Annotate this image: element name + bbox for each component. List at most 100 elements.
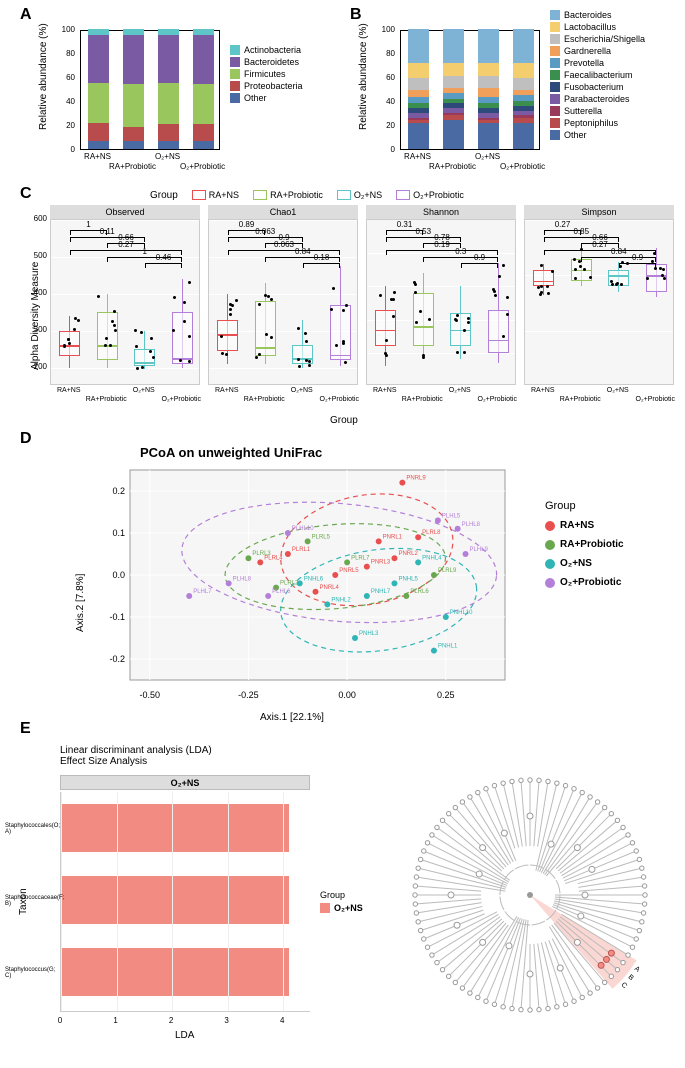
bar-segment [408, 90, 429, 97]
bar-segment [123, 35, 144, 84]
svg-text:PLHL8: PLHL8 [462, 522, 481, 528]
svg-text:PLRL6: PLRL6 [410, 589, 429, 595]
facet: Shannon0.310.530.780.190.30.9 [366, 205, 516, 385]
bar-segment [443, 103, 464, 108]
bar-segment [408, 123, 429, 149]
legend-item: RA+Probiotic [253, 190, 323, 200]
legend-item: Prevotella [550, 58, 645, 68]
svg-text:PNHL4: PNHL4 [422, 555, 442, 561]
svg-text:A: A [633, 965, 641, 974]
bar-segment [478, 113, 499, 118]
legend-item: Bacteroidetes [230, 57, 303, 67]
label-b: B [350, 6, 362, 24]
bar-segment [158, 83, 179, 124]
bar-segment [88, 123, 109, 141]
bar-segment [478, 118, 499, 120]
bar-segment [478, 97, 499, 103]
panel-a-chart [80, 30, 220, 150]
bar-segment [443, 29, 464, 63]
facet: Simpson0.270.850.660.270.840.9 [524, 205, 674, 385]
svg-text:-0.1: -0.1 [109, 612, 125, 622]
x-tick: O₂+Probiotic [173, 162, 233, 171]
x-tick: O₂+NS [458, 152, 518, 161]
bar-segment [513, 63, 534, 79]
label-e: E [20, 720, 31, 738]
y-tick: 40 [55, 97, 75, 106]
facet: Chao10.890.0630.90.0630.840.18 [208, 205, 358, 385]
x-tick: RA+NS [388, 152, 448, 161]
bar-segment [408, 29, 429, 63]
svg-text:PNHL6: PNHL6 [304, 576, 324, 582]
bar-segment [443, 108, 464, 113]
svg-text:PNRL3: PNRL3 [371, 560, 391, 566]
panel-c-ylabel: Alpha Diversity Measure [30, 262, 41, 370]
lda-bar [61, 876, 289, 924]
bar-segment [88, 29, 109, 35]
svg-text:PLRL7: PLRL7 [351, 555, 370, 561]
svg-text:B: B [627, 974, 635, 983]
svg-text:PLHL7: PLHL7 [193, 589, 212, 595]
bar-segment [513, 118, 534, 123]
panel-a-legend: ActinobacteriaBacteroidetesFirmicutesPro… [230, 45, 303, 105]
panel-e-xlabel: LDA [175, 1030, 194, 1041]
pcoa-title: PCoA on unweighted UniFrac [140, 445, 322, 460]
y-tick: 0 [55, 145, 75, 154]
y-tick: 60 [55, 73, 75, 82]
legend-item: Proteobacteria [230, 81, 303, 91]
legend-item: O₂+Probiotic [396, 190, 464, 200]
svg-text:0.1: 0.1 [112, 528, 125, 538]
bar-segment [513, 115, 534, 117]
svg-text:PNHL3: PNHL3 [359, 631, 379, 637]
panel-b-ylabel: Relative abundance (%) [358, 23, 369, 130]
x-tick: RA+Probiotic [423, 162, 483, 171]
y-tick: 100 [375, 25, 395, 34]
bar-segment [443, 99, 464, 104]
bar-segment [513, 78, 534, 90]
bar-segment [123, 29, 144, 35]
x-tick: O₂+NS [138, 152, 198, 161]
bar-segment [478, 29, 499, 63]
legend-item: Gardnerella [550, 46, 645, 56]
bar-segment [513, 101, 534, 106]
svg-text:PNRL5: PNRL5 [339, 568, 359, 574]
bar-segment [158, 29, 179, 35]
svg-text:-0.2: -0.2 [109, 654, 125, 664]
bar-segment [408, 118, 429, 120]
y-tick: 80 [375, 49, 395, 58]
y-tick: 100 [55, 25, 75, 34]
panel-b-chart [400, 30, 540, 150]
y-tick: 20 [55, 121, 75, 130]
svg-text:0.0: 0.0 [112, 570, 125, 580]
svg-text:-0.50: -0.50 [139, 690, 160, 700]
legend-item: Firmicutes [230, 69, 303, 79]
y-tick: 80 [55, 49, 75, 58]
svg-text:PLHL8: PLHL8 [233, 576, 252, 582]
y-tick: 60 [375, 73, 395, 82]
facet: Observed10.110.660.2710.46 [50, 205, 200, 385]
bar-segment [88, 83, 109, 123]
bar-segment [158, 124, 179, 141]
bar-segment [123, 141, 144, 149]
bar-segment [513, 111, 534, 116]
svg-text:PLHL10: PLHL10 [292, 526, 314, 532]
panel-e-chart [60, 792, 310, 1012]
lda-bar [61, 948, 289, 996]
panel-c-xlabel: Group [330, 415, 358, 426]
svg-text:PNRL1: PNRL1 [383, 534, 403, 540]
y-tick: 0 [375, 145, 395, 154]
bar-segment [443, 113, 464, 115]
bar-segment [88, 141, 109, 149]
svg-text:PLRL9: PLRL9 [438, 568, 457, 574]
lda-group-header: O₂+NS [60, 775, 310, 790]
svg-text:PNRL4: PNRL4 [320, 585, 340, 591]
bar-segment [408, 97, 429, 103]
svg-text:PNHL2: PNHL2 [331, 597, 351, 603]
svg-text:PLRL3: PLRL3 [252, 551, 271, 557]
bar-segment [408, 78, 429, 90]
panel-e-legend: Group O₂+NS [320, 890, 363, 915]
bar-segment [158, 35, 179, 83]
legend-item: Other [230, 93, 303, 103]
svg-text:PNHL1: PNHL1 [438, 644, 458, 650]
legend-item: Fusobacterium [550, 82, 645, 92]
bar-segment [478, 123, 499, 149]
